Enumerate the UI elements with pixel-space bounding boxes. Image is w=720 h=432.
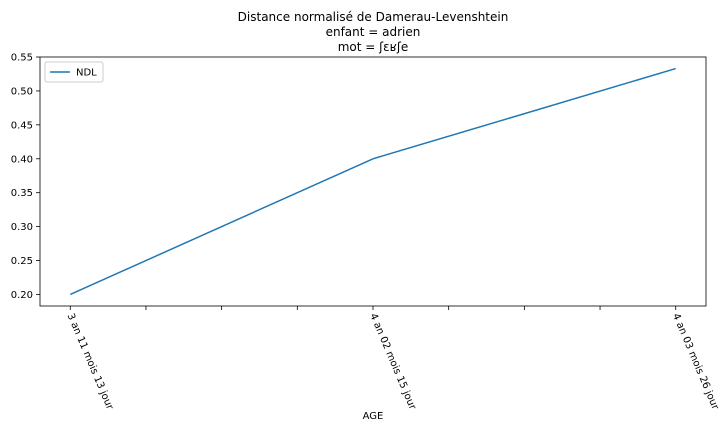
series-line-ndl	[69, 67, 676, 296]
y-tick-label: 0.30	[11, 222, 33, 233]
y-tick-label: 0.55	[11, 53, 33, 64]
chart-title-line-2: enfant = adrien	[325, 25, 421, 39]
legend-box	[44, 61, 104, 83]
y-tick-label: 0.40	[11, 154, 33, 165]
x-axis-label: AGE	[363, 411, 384, 422]
chart-title-line-3: mot = ʃɛʁʃe	[337, 40, 409, 54]
legend-label: NDL	[76, 68, 97, 79]
x-tick-label: 4 an 03 mois 26 jour	[670, 312, 720, 412]
chart-title-line-1: Distance normalisé de Damerau-Levenshtei…	[237, 10, 509, 24]
x-tick-label: 4 an 02 mois 15 jour	[367, 312, 418, 412]
x-tick-label: 3 an 11 mois 13 jour	[65, 312, 116, 412]
y-tick-label: 0.25	[11, 256, 33, 267]
y-tick-label: 0.20	[11, 290, 33, 301]
plot-frame	[39, 56, 707, 307]
y-tick-label: 0.45	[11, 120, 33, 131]
y-tick-label: 0.35	[11, 188, 33, 199]
y-tick-label: 0.50	[11, 86, 33, 97]
